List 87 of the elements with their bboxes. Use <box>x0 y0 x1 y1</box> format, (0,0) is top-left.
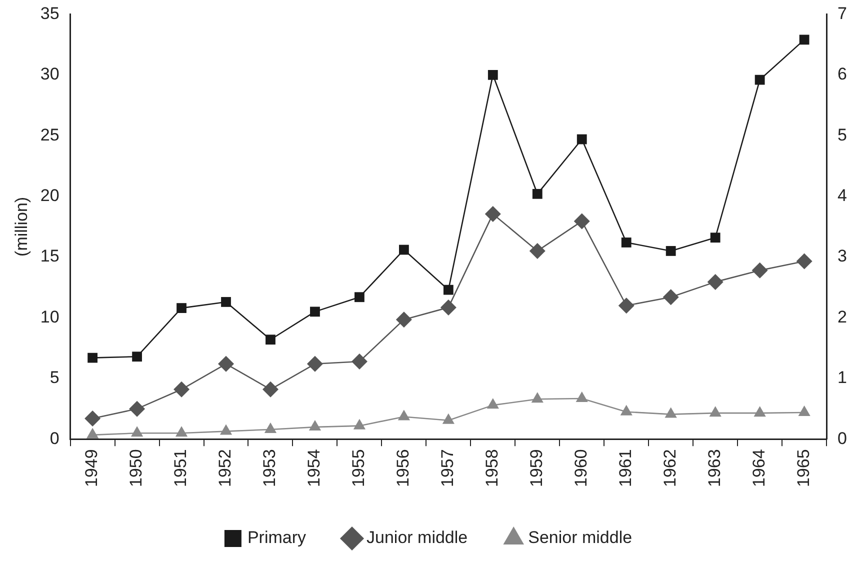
point <box>442 413 454 424</box>
point <box>621 238 632 248</box>
y2-tick-label: 0 <box>838 428 848 448</box>
point <box>666 246 676 256</box>
point <box>529 242 546 259</box>
legend-label: Primary <box>247 528 307 548</box>
x-tick-label: 1956 <box>394 449 413 488</box>
x-tick-label: 1958 <box>482 449 502 488</box>
point <box>796 253 812 270</box>
point <box>799 34 810 45</box>
point <box>710 232 720 243</box>
point <box>86 428 99 438</box>
point <box>752 262 768 278</box>
point <box>220 424 232 435</box>
point <box>662 289 679 306</box>
point <box>262 381 278 398</box>
point <box>618 298 634 314</box>
point <box>576 392 588 402</box>
x-tick-label: 1957 <box>438 449 458 488</box>
x-tick-label: 1950 <box>126 449 146 488</box>
point <box>176 303 186 313</box>
point <box>266 334 276 345</box>
x-tick-label: 1949 <box>82 449 102 488</box>
y2-tick-label: 1 <box>838 368 848 388</box>
point <box>531 392 544 403</box>
x-tick-label: 1960 <box>572 449 591 488</box>
point <box>132 352 142 362</box>
x-tick-label: 1962 <box>660 449 680 488</box>
point <box>353 418 366 430</box>
legend-label: Senior middle <box>528 528 632 548</box>
y-tick-label: 35 <box>40 4 60 23</box>
point <box>707 274 724 290</box>
point <box>174 381 190 398</box>
point <box>798 405 810 416</box>
point <box>574 213 590 230</box>
y-tick-label: 0 <box>50 428 60 448</box>
point <box>486 398 499 409</box>
point <box>488 70 498 80</box>
point <box>620 404 632 416</box>
point <box>664 407 677 418</box>
x-tick-label: 1959 <box>527 449 546 488</box>
point <box>440 299 456 316</box>
y-tick-label: 25 <box>40 125 60 144</box>
point <box>88 352 98 363</box>
point <box>754 406 766 417</box>
y2-tick-label: 5 <box>838 125 848 144</box>
point <box>576 134 587 144</box>
point <box>396 312 412 328</box>
y2-tick-label: 4 <box>838 186 848 206</box>
y-tick-label: 10 <box>40 307 60 326</box>
y2-tick-label: 7 <box>838 4 848 23</box>
point <box>306 356 323 372</box>
x-tick-label: 1961 <box>616 449 636 488</box>
y2-tick-label: 2 <box>838 307 848 326</box>
legend-label: Junior middle <box>366 528 468 548</box>
point <box>709 406 722 417</box>
point <box>310 306 320 317</box>
point <box>264 422 277 433</box>
y-tick-label: 30 <box>40 64 60 84</box>
point <box>484 206 501 222</box>
x-tick-label: 1955 <box>349 449 368 488</box>
x-tick-label: 1953 <box>260 449 280 488</box>
x-tick-label: 1951 <box>171 449 190 488</box>
point <box>221 297 231 307</box>
x-tick-label: 1954 <box>304 449 324 488</box>
x-tick-label: 1952 <box>216 449 235 488</box>
y-tick-label: 5 <box>50 368 60 388</box>
y2-tick-label: 6 <box>838 64 848 84</box>
point <box>130 426 144 437</box>
y-tick-label: 20 <box>40 186 60 206</box>
point <box>308 420 322 431</box>
point <box>398 244 409 255</box>
point <box>351 353 368 370</box>
point <box>175 426 188 437</box>
point <box>218 356 234 372</box>
point <box>354 292 364 302</box>
point <box>532 188 542 199</box>
point <box>443 284 454 295</box>
y-axis-title: (million) <box>12 196 31 256</box>
x-tick-label: 1964 <box>750 449 769 488</box>
point <box>129 400 146 417</box>
point <box>754 74 765 85</box>
point <box>398 410 410 420</box>
x-tick-label: 1963 <box>705 449 724 488</box>
y-tick-label: 15 <box>40 246 60 266</box>
y2-tick-label: 3 <box>838 246 848 266</box>
x-tick-label: 1965 <box>794 449 813 488</box>
